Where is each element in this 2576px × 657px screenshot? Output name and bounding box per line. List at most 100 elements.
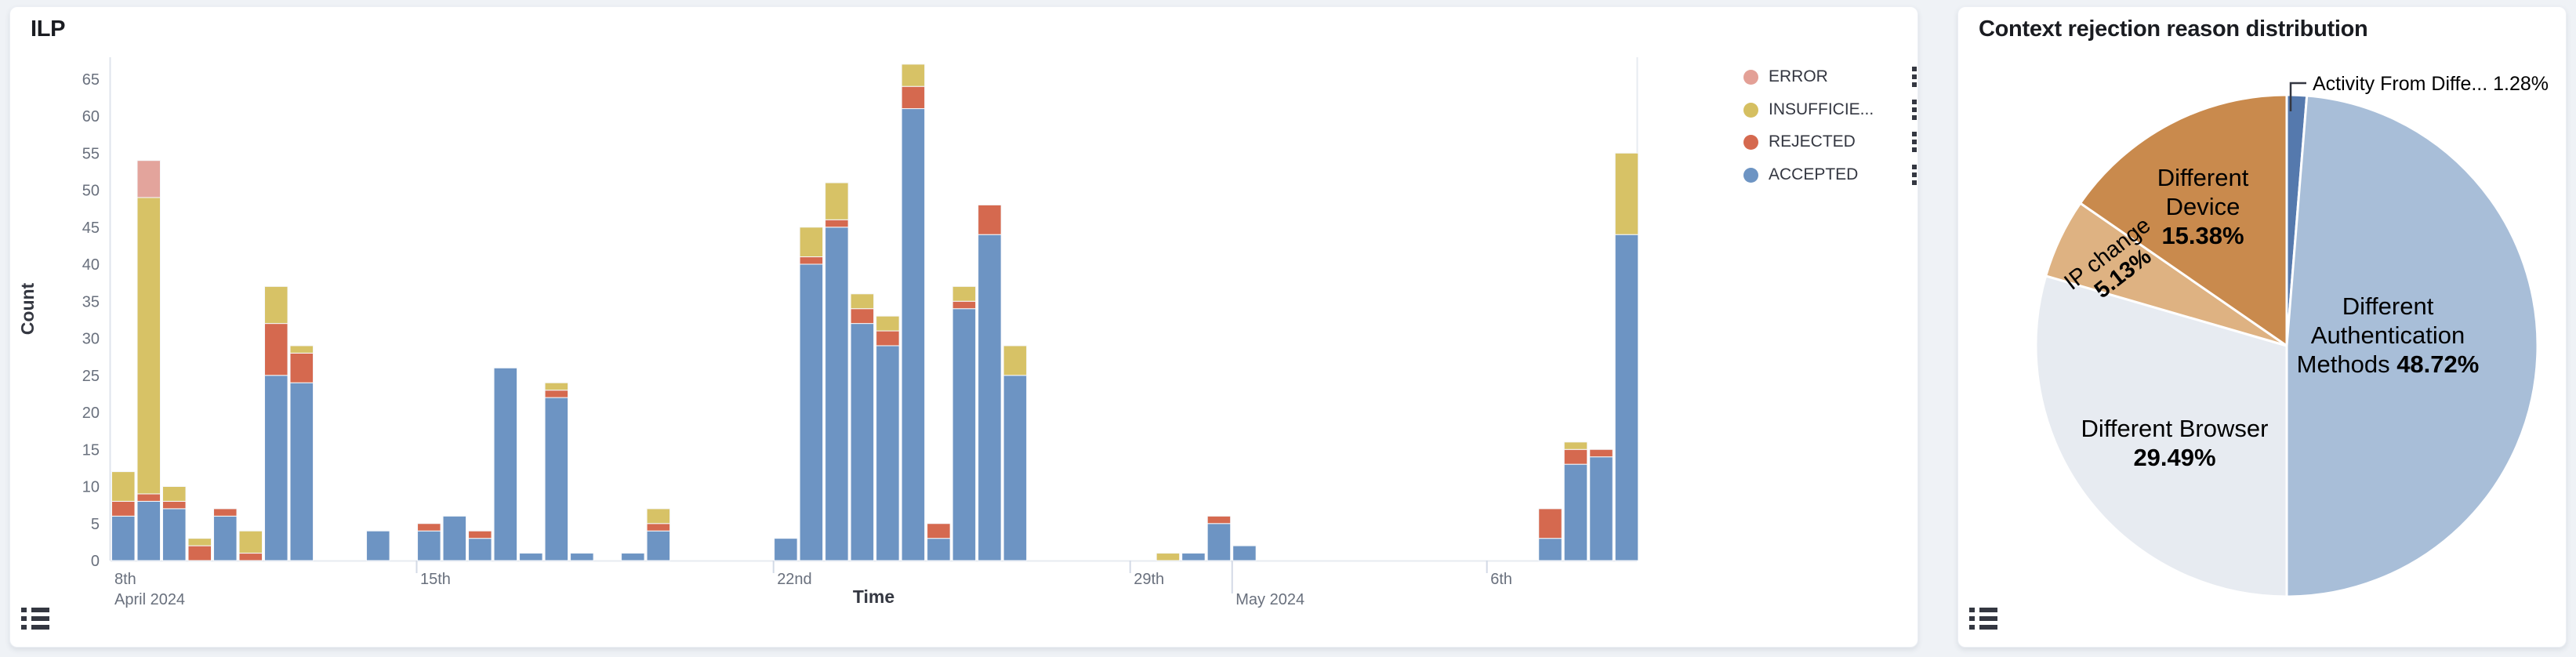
bar-segment-rejected[interactable] [136,493,161,502]
bar-segment-rejected[interactable] [468,530,492,539]
bar-segment-accepted[interactable] [136,500,161,561]
bar-segment-accepted[interactable] [493,367,518,561]
x-tick-label-day: 6th [1490,571,1512,588]
bar-segment-rejected[interactable] [264,323,288,376]
bar-segment-rejected[interactable] [978,204,1002,235]
bar-segment-insufficient[interactable] [1614,152,1639,235]
bar-segment-rejected[interactable] [544,390,569,398]
bar-segment-accepted[interactable] [417,530,441,561]
bar-segment-insufficient[interactable] [162,486,187,502]
bar-segment-insufficient[interactable] [111,471,136,502]
legend-item-menu-boxes-vertical-icon[interactable] [1912,67,1917,87]
legend-item-accepted[interactable]: ACCEPTED [1732,158,1918,191]
pie-slice-label: Different Authentication Methods 48.72% [2297,292,2480,378]
bar-segment-rejected[interactable] [825,219,849,228]
legend-item-menu-boxes-vertical-icon[interactable] [1912,100,1917,120]
bar-segment-accepted[interactable] [1003,375,1028,561]
bar-segment-accepted[interactable] [289,382,314,561]
bar-segment-accepted[interactable] [570,553,594,561]
bar-segment-accepted[interactable] [1232,545,1257,561]
y-tick-label: 45 [82,220,100,237]
bar-segment-insufficient[interactable] [850,293,875,310]
bar-segment-accepted[interactable] [927,538,951,561]
bar-segment-accepted[interactable] [162,508,187,561]
x-tick-label-day: 29th [1134,571,1164,588]
bar-segment-accepted[interactable] [825,227,849,561]
bar-segment-accepted[interactable] [901,108,926,561]
bar-segment-rejected[interactable] [876,330,900,347]
legend-item-menu-boxes-vertical-icon[interactable] [1912,132,1917,152]
bar-segment-insufficient[interactable] [187,538,212,546]
bar-segment-insufficient[interactable] [136,197,161,495]
bar-segment-accepted[interactable] [1538,538,1562,561]
bar-segment-insufficient[interactable] [264,285,288,325]
bar-segment-accepted[interactable] [774,538,798,561]
bar-segment-accepted[interactable] [1614,234,1639,561]
bar-segment-rejected[interactable] [646,523,671,532]
bar-segment-accepted[interactable] [468,538,492,561]
pie-slice-different-authentication-methods[interactable] [2285,94,2539,598]
pie-callout-label: Activity From Diffe... 1.28% [2313,73,2549,95]
bar-segment-insufficient[interactable] [1003,345,1028,376]
y-tick-label: 55 [82,145,100,162]
bar-segment-accepted[interactable] [442,515,467,561]
bar-segment-accepted[interactable] [1563,463,1588,561]
bar-segment-accepted[interactable] [978,234,1002,561]
legend-list-icon[interactable] [1969,608,1997,631]
bar-segment-insufficient[interactable] [825,182,849,220]
bar-segment-accepted[interactable] [111,515,136,561]
legend-list-icon[interactable] [21,608,49,631]
pie-slice-label-text: Different Authentication Methods 48.72% [2297,292,2480,378]
bar-segment-rejected[interactable] [799,256,824,265]
bar-segment-rejected[interactable] [213,508,238,517]
bar-segment-insufficient[interactable] [544,382,569,391]
y-tick-label: 0 [91,553,100,570]
bar-segment-accepted[interactable] [544,397,569,561]
bar-segment-rejected[interactable] [238,553,263,561]
bar-segment-insufficient[interactable] [1563,441,1588,450]
bar-segment-accepted[interactable] [519,553,543,561]
bar-segment-rejected[interactable] [162,500,187,510]
pie-slice-different-browser[interactable] [2034,274,2288,598]
bar-segment-insufficient[interactable] [238,530,263,554]
bar-segment-accepted[interactable] [264,375,288,561]
bar-segment-accepted[interactable] [646,530,671,561]
bar-segment-accepted[interactable] [1589,456,1613,561]
bar-segment-accepted[interactable] [1206,523,1232,561]
bar-segment-rejected[interactable] [927,523,951,539]
bar-segment-rejected[interactable] [850,308,875,325]
bar-segment-rejected[interactable] [417,523,441,532]
bar-segment-insufficient[interactable] [1156,553,1181,561]
pie-slice-different-device[interactable] [2079,93,2288,347]
bar-segment-insufficient[interactable] [952,285,977,302]
legend-item-menu-boxes-vertical-icon[interactable] [1912,165,1917,185]
bar-segment-accepted[interactable] [366,530,390,561]
bar-segment-accepted[interactable] [1181,553,1206,561]
bar-segment-accepted[interactable] [850,323,875,561]
bar-segment-accepted[interactable] [799,263,824,561]
bar-segment-insufficient[interactable] [799,227,824,258]
bar-segment-rejected[interactable] [1589,448,1613,458]
bar-segment-rejected[interactable] [111,500,136,517]
bar-segment-rejected[interactable] [1206,515,1232,525]
bar-segment-accepted[interactable] [876,345,900,561]
bar-segment-rejected[interactable] [289,352,314,383]
bar-segment-accepted[interactable] [621,553,645,561]
ilp-panel: ILP 0 5 10 15 20 25 30 35 40 45 50 55 60 65 8th 15th 22n… [9,6,1918,648]
legend-item-insufficie[interactable]: INSUFFICIE... [1732,93,1918,126]
legend-item-rejected[interactable]: REJECTED [1732,125,1918,158]
bar-segment-rejected[interactable] [952,300,977,310]
bar-segment-rejected[interactable] [901,85,926,110]
bar-segment-insufficient[interactable] [289,345,314,354]
bar-segment-rejected[interactable] [1563,448,1588,465]
bar-segment-accepted[interactable] [213,515,238,561]
bar-segment-error[interactable] [136,160,161,198]
bar-segment-rejected[interactable] [1538,508,1562,539]
bar-segment-insufficient[interactable] [876,315,900,332]
x-axis-title: Time [853,586,894,607]
bar-segment-accepted[interactable] [952,308,977,561]
bar-segment-rejected[interactable] [187,545,212,561]
bar-segment-insufficient[interactable] [646,508,671,525]
bar-segment-insufficient[interactable] [901,64,926,87]
legend-item-error[interactable]: ERROR [1732,60,1918,93]
